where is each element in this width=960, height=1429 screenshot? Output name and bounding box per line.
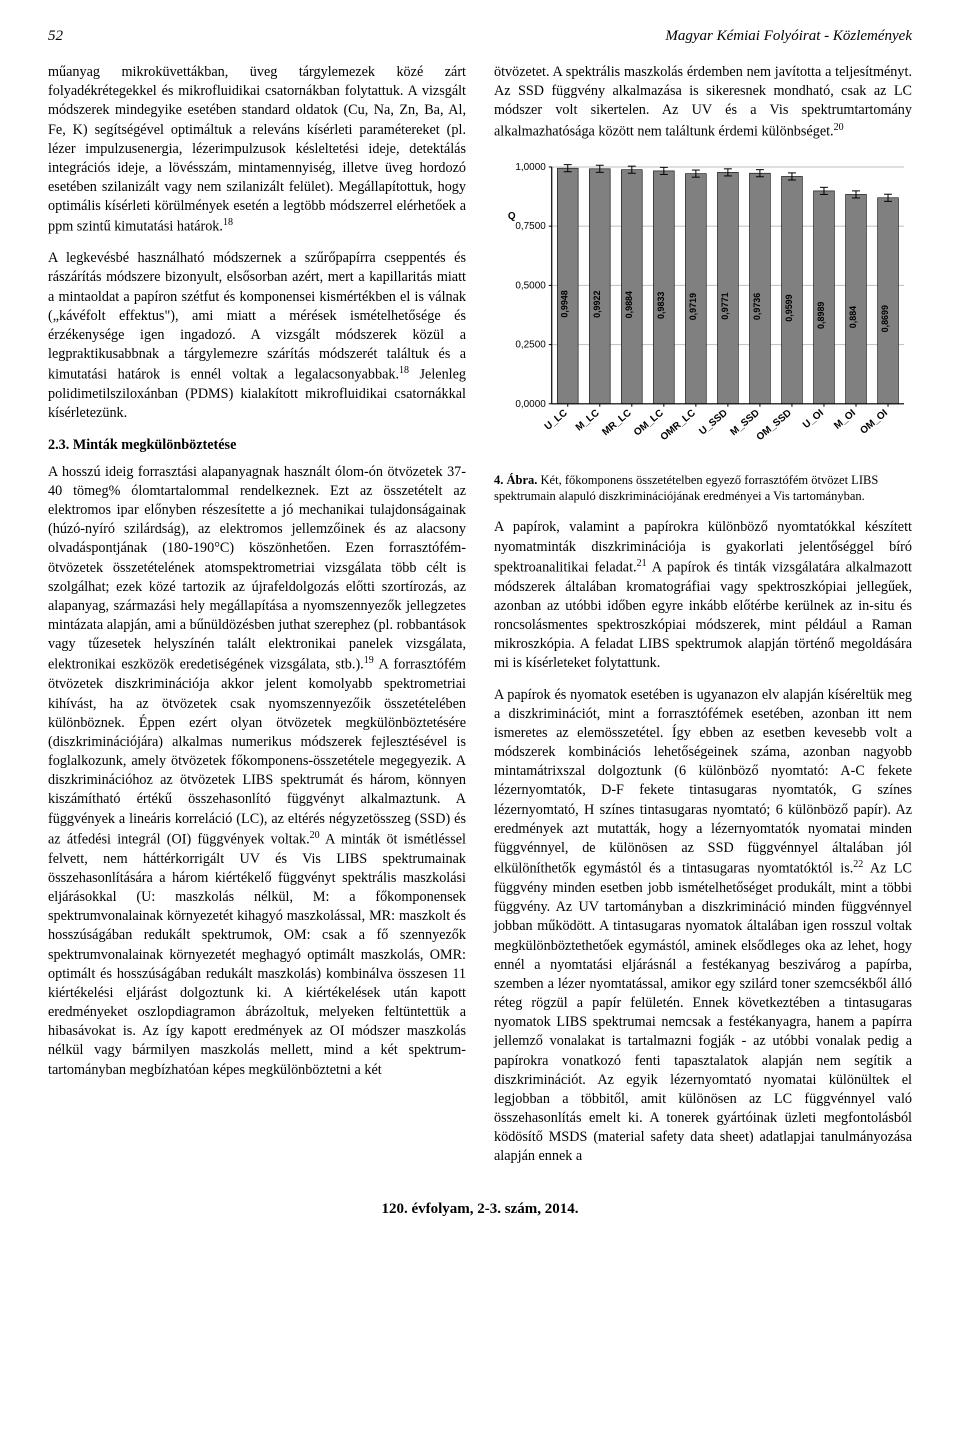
left-para-3: A hosszú ideig forrasztási alapanyagnak … [48,463,466,1080]
svg-text:0,7500: 0,7500 [515,222,546,233]
svg-text:0,8989: 0,8989 [816,302,826,329]
left-p3-text: A hosszú ideig forrasztási alapanyagnak … [48,464,466,673]
svg-text:0,9922: 0,9922 [592,291,602,318]
right-p1-text: ötvözetet. A spektrális maszkolás érdemb… [494,64,912,139]
svg-text:0,9736: 0,9736 [752,293,762,320]
right-p3b-text: Az LC függvény minden esetben jobb ismét… [494,861,912,1165]
ref-22: 22 [853,859,863,870]
ref-20b: 20 [834,122,844,133]
svg-text:0,2500: 0,2500 [515,340,546,351]
left-p1-text: műanyag mikroküvettákban, üveg tárgyleme… [48,64,466,235]
svg-text:Q: Q [508,211,516,222]
right-para-3: A papírok és nyomatok esetében is ugyana… [494,686,912,1167]
right-column: ötvözetet. A spektrális maszkolás érdemb… [494,63,912,1179]
svg-text:0,0000: 0,0000 [515,399,546,410]
right-p2b-text: A papírok és tinták vizsgálatára alkalma… [494,560,912,672]
bar-chart-svg: 0,00000,25000,50000,75001,0000Q0,9948U_L… [494,157,912,466]
right-p3-text: A papírok és nyomatok esetében is ugyana… [494,687,912,877]
ref-18b: 18 [399,365,409,376]
figure-4-chart: 0,00000,25000,50000,75001,0000Q0,9948U_L… [494,153,912,466]
ref-18: 18 [223,217,233,228]
svg-text:0,9599: 0,9599 [784,295,794,322]
section-heading-2-3: 2.3. Minták megkülönböztetése [48,436,466,455]
caption-text: Két, főkomponens összetételben egyező fo… [494,473,878,503]
svg-text:0,9771: 0,9771 [720,293,730,320]
figure-4-caption: 4. Ábra. Két, főkomponens összetételben … [494,472,912,505]
left-p2-text: A legkevésbé használható módszernek a sz… [48,250,466,383]
running-title: Magyar Kémiai Folyóirat - Közlemények [665,28,912,45]
right-para-2: A papírok, valamint a papírokra különböz… [494,518,912,673]
left-p3c-text: A minták öt ismétléssel felvett, nem hát… [48,831,466,1077]
running-header: 52 Magyar Kémiai Folyóirat - Közlemények [48,28,912,45]
left-column: műanyag mikroküvettákban, üveg tárgyleme… [48,63,466,1179]
page-number: 52 [48,28,63,45]
left-para-1: műanyag mikroküvettákban, üveg tárgyleme… [48,63,466,237]
svg-text:0,9833: 0,9833 [656,292,666,319]
ref-21: 21 [637,558,647,569]
svg-text:0,9884: 0,9884 [624,291,634,318]
two-column-layout: műanyag mikroküvettákban, üveg tárgyleme… [48,63,912,1179]
right-para-1: ötvözetet. A spektrális maszkolás érdemb… [494,63,912,141]
svg-text:0,5000: 0,5000 [515,281,546,292]
ref-20: 20 [310,830,320,841]
svg-text:0,9719: 0,9719 [688,293,698,320]
caption-bold: 4. Ábra. [494,473,537,487]
left-para-2: A legkevésbé használható módszernek a sz… [48,249,466,423]
svg-text:1,0000: 1,0000 [515,162,546,173]
page: 52 Magyar Kémiai Folyóirat - Közlemények… [0,0,960,1238]
svg-text:0,884: 0,884 [848,306,858,328]
page-footer: 120. évfolyam, 2-3. szám, 2014. [48,1201,912,1218]
ref-19: 19 [364,655,374,666]
svg-text:0,8699: 0,8699 [880,305,890,332]
svg-text:0,9948: 0,9948 [560,291,570,318]
left-p3b-text: A forrasztófém ötvözetek diszkriminációj… [48,657,466,847]
